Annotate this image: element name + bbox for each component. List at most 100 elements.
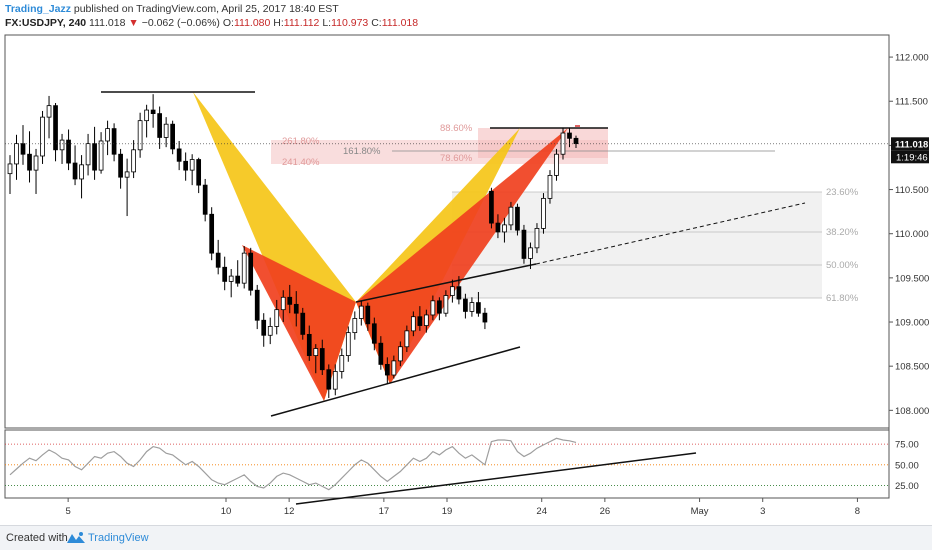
candle-body [339,355,345,372]
rsi-pane-frame [4,429,890,499]
candle [528,242,533,270]
candle [59,133,65,164]
symbol-line: FX:USDJPY, 240 111.018 ▼ −0.062 (−0.06%)… [5,17,418,29]
candle [417,306,423,331]
candle [215,239,221,275]
candle-body [391,360,397,376]
candle [411,311,416,337]
candlestick-series [7,94,579,398]
pattern-red-right [356,128,568,384]
candle-body [267,326,273,336]
candle-body [33,155,39,171]
candle-body [450,286,455,296]
candle [365,302,371,331]
candle-body [137,120,143,151]
candle-body [476,302,481,314]
candle-body [66,139,71,164]
candle [46,95,52,139]
candle-body [424,314,429,326]
candle-body [378,342,384,365]
low-label: L: [322,17,332,29]
candle [313,344,319,374]
candle-body [456,286,462,300]
time-tick-label: 24 [536,506,547,517]
footer-bar: Created with TradingView [0,525,932,550]
price-tick-label: 110.500 [895,185,929,196]
time-tick-label: 12 [284,506,295,517]
candle [150,94,156,128]
candle-body [98,140,104,171]
candle [352,311,358,340]
candle-body [189,159,195,171]
candle [261,313,267,347]
candle [515,203,520,236]
price-tick-label: 109.000 [895,318,929,329]
fib-786-label: 78.60% [440,153,473,164]
candle [541,193,546,234]
author-link[interactable]: Trading_Jazz [5,3,71,15]
last-price: 111.018 [89,17,126,29]
time-tick-label: May [691,506,709,517]
candle-body [352,318,358,334]
candle [98,132,104,174]
candle [287,284,293,314]
candle [326,364,332,398]
candle [183,152,189,181]
tradingview-logo-icon[interactable] [66,531,86,545]
low-value: 110.973 [331,17,369,29]
candle [319,339,325,376]
candle [424,309,429,333]
candle [554,148,559,181]
candle-body [443,295,449,314]
candle [482,307,488,330]
candle-body [365,305,371,325]
candle-body [293,303,299,314]
candle [7,155,13,194]
candle-body [502,224,507,233]
pattern-red-left [242,245,356,401]
candle [443,290,449,317]
candle-body [157,113,162,138]
candle-body [176,148,182,162]
close-value: 111.018 [381,17,419,29]
candle [450,279,455,303]
candle-body [437,300,442,314]
candle [137,112,143,158]
candle-body [332,371,338,390]
price-tick-label: 108.500 [895,362,929,373]
time-tick-label: 19 [442,506,453,517]
candle-body [124,171,130,178]
candle [157,106,162,149]
candle-body [541,197,546,229]
high-value: 111.112 [283,17,320,29]
candle [476,291,481,317]
time-tick-label: 8 [855,506,860,517]
candle-body [92,143,97,171]
candle [267,317,273,345]
created-with-text: Created with [6,532,68,544]
candle-body [202,184,208,215]
countdown-badge-text: 1:19:46 [896,152,928,163]
candle [131,140,136,179]
tradingview-brand[interactable]: TradingView [88,532,149,544]
candle-body [222,266,228,282]
countdown-badge [891,150,929,164]
candle-body [261,319,267,336]
candle-body [7,163,13,175]
candle-body [463,298,468,312]
candle [228,269,234,298]
time-tick-label: 3 [760,506,765,517]
candle-body [515,206,520,231]
candle-body [53,105,58,151]
candle [508,201,514,231]
neckline-projection [535,202,806,265]
fib-2414-label: 241.40% [282,157,320,168]
fib-618-label: 61.80% [826,293,859,304]
candle [280,290,286,323]
candle-body [573,137,579,145]
current-price-badge [891,137,929,151]
candle-body [430,300,436,316]
chart-area[interactable]: 88.60% 261.80% 161.80% 78.60% 241.40% 23… [0,32,932,525]
fib-236-label: 23.60% [826,187,859,198]
price-tick-label: 112.000 [895,53,929,64]
